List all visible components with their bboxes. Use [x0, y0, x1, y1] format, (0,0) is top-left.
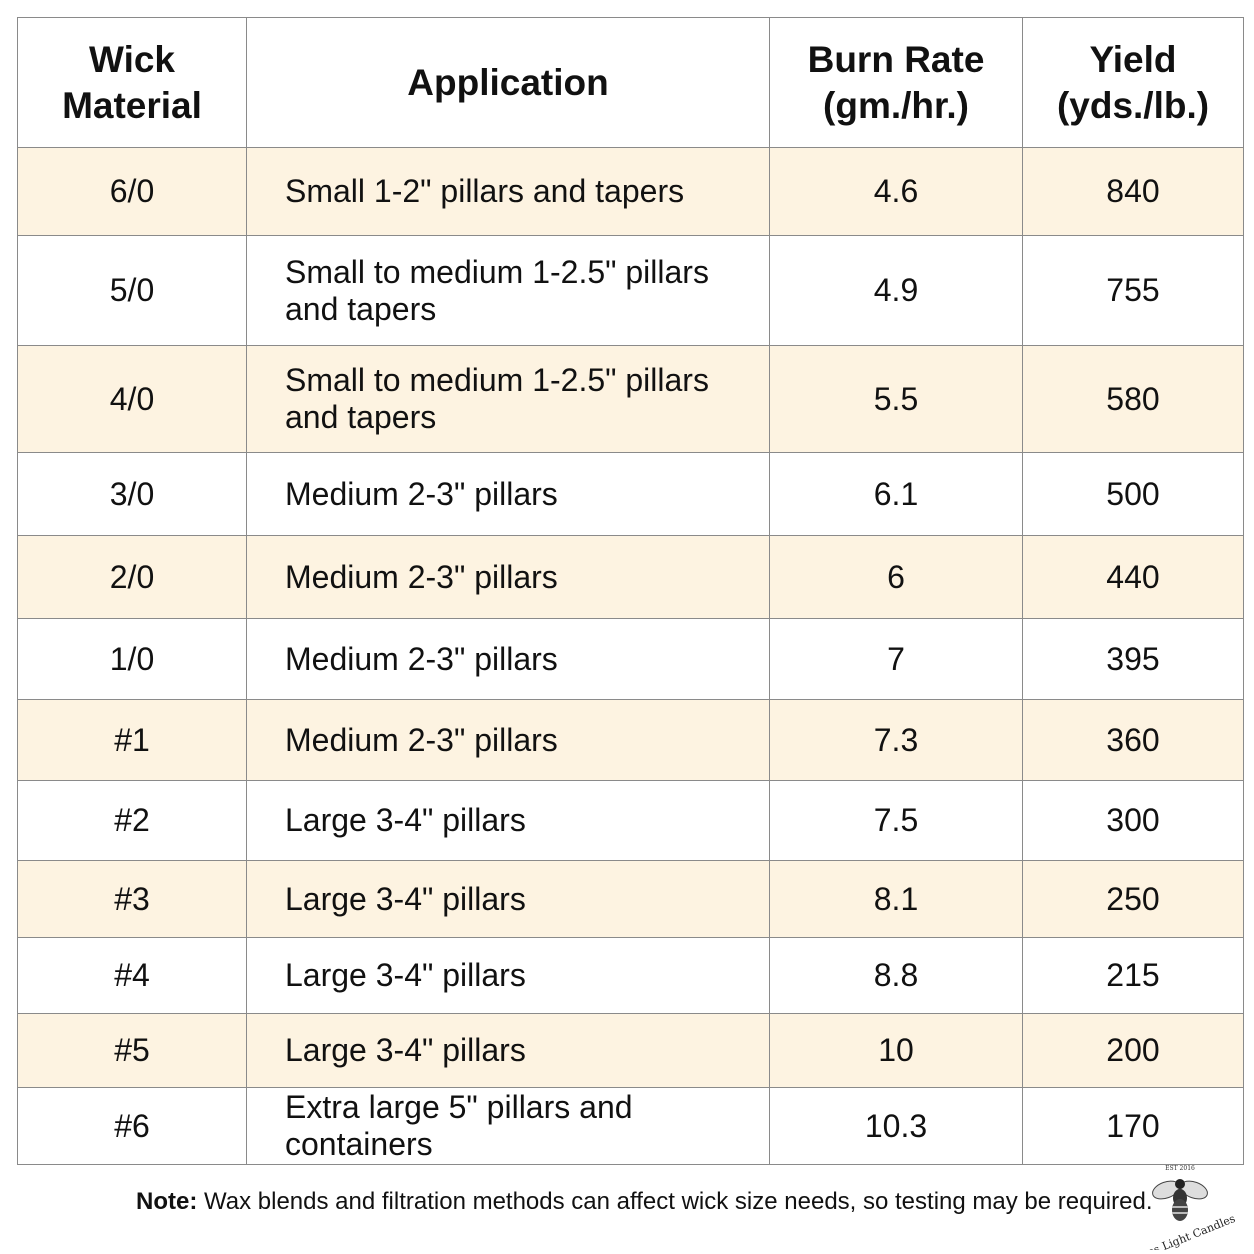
table-row: #6 Extra large 5" pillars and containers 1…: [17, 1087, 1244, 1165]
cell-wick-material: #1: [17, 699, 247, 781]
cell-burn-rate: 10.3: [769, 1087, 1023, 1165]
cell-application: Large 3-4" pillars: [246, 860, 770, 938]
cell-application: Small to medium 1-2.5" pillars and taper…: [246, 235, 770, 346]
cell-wick-material: #5: [17, 1013, 247, 1088]
cell-yield: 755: [1022, 235, 1244, 346]
cell-yield: 580: [1022, 345, 1244, 453]
cell-burn-rate: 6.1: [769, 452, 1023, 536]
note-text: Wax blends and filtration methods can af…: [197, 1188, 1153, 1215]
cell-application: Medium 2-3" pillars: [246, 699, 770, 781]
cell-burn-rate: 4.9: [769, 235, 1023, 346]
cell-yield: 440: [1022, 535, 1244, 619]
cell-burn-rate: 5.5: [769, 345, 1023, 453]
table-row: 5/0 Small to medium 1-2.5" pillars and ta…: [17, 235, 1244, 346]
cell-yield: 840: [1022, 147, 1244, 236]
cell-burn-rate: 8.8: [769, 937, 1023, 1014]
cell-yield: 200: [1022, 1013, 1244, 1088]
table-row: #2 Large 3-4" pillars 7.5 300: [17, 780, 1244, 861]
cell-application: Small to medium 1-2.5" pillars and taper…: [246, 345, 770, 453]
table-row: #1 Medium 2-3" pillars 7.3 360: [17, 699, 1244, 781]
table-row: 2/0 Medium 2-3" pillars 6 440: [17, 535, 1244, 619]
cell-burn-rate: 8.1: [769, 860, 1023, 938]
cell-burn-rate: 10: [769, 1013, 1023, 1088]
table-row: 4/0 Small to medium 1-2.5" pillars and ta…: [17, 345, 1244, 453]
table-row: #5 Large 3-4" pillars 10 200: [17, 1013, 1244, 1088]
table-row: 1/0 Medium 2-3" pillars 7 395: [17, 618, 1244, 700]
cell-yield: 395: [1022, 618, 1244, 700]
cell-wick-material: 3/0: [17, 452, 247, 536]
cell-yield: 360: [1022, 699, 1244, 781]
bee-icon: EST 2016 Bees Light Candles: [1132, 1165, 1237, 1250]
cell-application: Large 3-4" pillars: [246, 780, 770, 861]
cell-burn-rate: 4.6: [769, 147, 1023, 236]
cell-application: Large 3-4" pillars: [246, 937, 770, 1014]
note: Note: Wax blends and filtration methods …: [136, 1188, 1153, 1216]
cell-yield: 500: [1022, 452, 1244, 536]
table-row: 6/0 Small 1-2" pillars and tapers 4.6 840: [17, 147, 1244, 236]
cell-wick-material: #3: [17, 860, 247, 938]
cell-burn-rate: 7: [769, 618, 1023, 700]
cell-application: Large 3-4" pillars: [246, 1013, 770, 1088]
header-yield: Yield (yds./lb.): [1022, 17, 1244, 148]
note-label: Note:: [136, 1188, 198, 1215]
cell-yield: 215: [1022, 937, 1244, 1014]
wick-table: Wick Material Application Burn Rate (gm./h…: [17, 17, 1244, 1165]
header-application: Application: [246, 17, 770, 148]
cell-yield: 300: [1022, 780, 1244, 861]
cell-burn-rate: 6: [769, 535, 1023, 619]
cell-wick-material: 4/0: [17, 345, 247, 453]
cell-wick-material: #2: [17, 780, 247, 861]
cell-wick-material: 1/0: [17, 618, 247, 700]
cell-application: Medium 2-3" pillars: [246, 535, 770, 619]
cell-burn-rate: 7.3: [769, 699, 1023, 781]
logo-est: EST 2016: [1165, 1165, 1195, 1172]
header-burn-rate: Burn Rate (gm./hr.): [769, 17, 1023, 148]
cell-wick-material: 2/0: [17, 535, 247, 619]
cell-application: Medium 2-3" pillars: [246, 618, 770, 700]
cell-wick-material: 6/0: [17, 147, 247, 236]
cell-yield: 250: [1022, 860, 1244, 938]
cell-wick-material: #4: [17, 937, 247, 1014]
cell-wick-material: #6: [17, 1087, 247, 1165]
cell-yield: 170: [1022, 1087, 1244, 1165]
table-row: #3 Large 3-4" pillars 8.1 250: [17, 860, 1244, 938]
cell-wick-material: 5/0: [17, 235, 247, 346]
cell-application: Small 1-2" pillars and tapers: [246, 147, 770, 236]
cell-application: Medium 2-3" pillars: [246, 452, 770, 536]
table-row: 3/0 Medium 2-3" pillars 6.1 500: [17, 452, 1244, 536]
table-row: #4 Large 3-4" pillars 8.8 215: [17, 937, 1244, 1014]
cell-application: Extra large 5" pillars and containers: [246, 1087, 770, 1165]
table-header-row: Wick Material Application Burn Rate (gm./h…: [17, 17, 1244, 148]
cell-burn-rate: 7.5: [769, 780, 1023, 861]
header-wick-material: Wick Material: [17, 17, 247, 148]
